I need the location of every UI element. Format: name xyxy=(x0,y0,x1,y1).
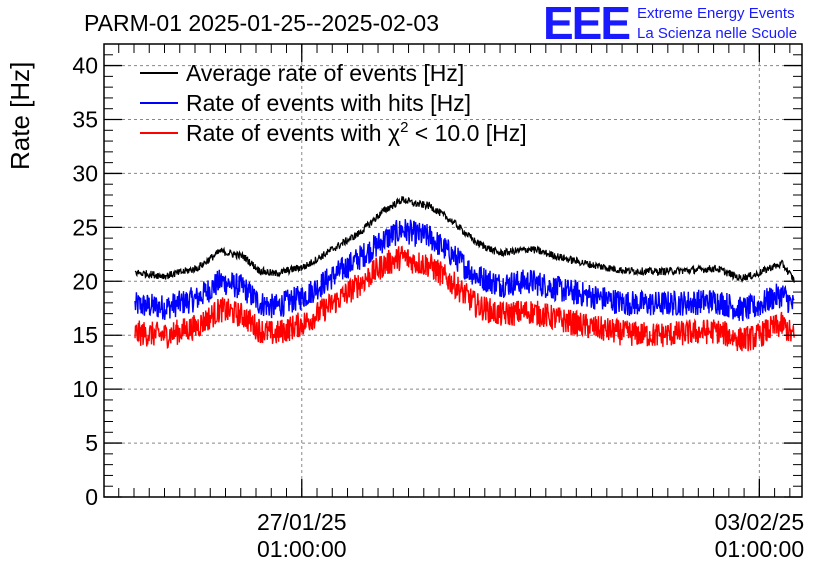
legend-label-average: Average rate of events [Hz] xyxy=(186,60,464,86)
y-tick-labels: 0 5 10 15 20 25 30 35 40 xyxy=(72,53,98,510)
x-tick-time: 01:00:00 xyxy=(715,536,805,562)
series-layer xyxy=(134,196,795,352)
x-tick-date: 03/02/25 xyxy=(715,509,805,535)
y-tick-label: 20 xyxy=(72,268,98,294)
chart-title: PARM-01 2025-01-25--2025-02-03 xyxy=(84,10,439,36)
legend-chi2-exponent: 2 xyxy=(400,119,408,136)
brand-line-1: Extreme Energy Events xyxy=(637,5,795,22)
grid-layer xyxy=(104,44,802,497)
x-tick-time: 01:00:00 xyxy=(257,536,347,562)
y-tick-label: 40 xyxy=(72,53,98,79)
x-tick-date: 27/01/25 xyxy=(257,509,347,535)
y-tick-label: 10 xyxy=(72,376,98,402)
y-tick-label: 5 xyxy=(85,430,98,456)
legend-label-chi2: Rate of events with χ2 < 10.0 [Hz] xyxy=(186,119,527,146)
legend-chi2-prefix: Rate of events with xyxy=(186,120,388,146)
series-average xyxy=(134,196,795,284)
legend-chi2-suffix: < 10.0 [Hz] xyxy=(408,120,526,146)
tick-layer xyxy=(104,43,802,498)
brand-caption: Extreme Energy Events La Scienza nelle S… xyxy=(637,4,797,44)
series-chi2 xyxy=(134,245,795,352)
y-tick-label: 30 xyxy=(72,160,98,186)
y-tick-label: 0 xyxy=(85,484,98,510)
y-tick-label: 35 xyxy=(72,107,98,133)
legend-label-hits: Rate of events with hits [Hz] xyxy=(186,90,471,116)
legend-chi2-symbol: χ xyxy=(388,120,400,146)
series-hits xyxy=(134,219,795,322)
eee-logo: EEE xyxy=(543,0,631,49)
y-tick-label: 15 xyxy=(72,322,98,348)
brand-line-2: La Scienza nelle Scuole xyxy=(637,25,798,42)
y-tick-label: 25 xyxy=(72,214,98,240)
legend: Average rate of events [Hz] Rate of even… xyxy=(140,60,527,146)
